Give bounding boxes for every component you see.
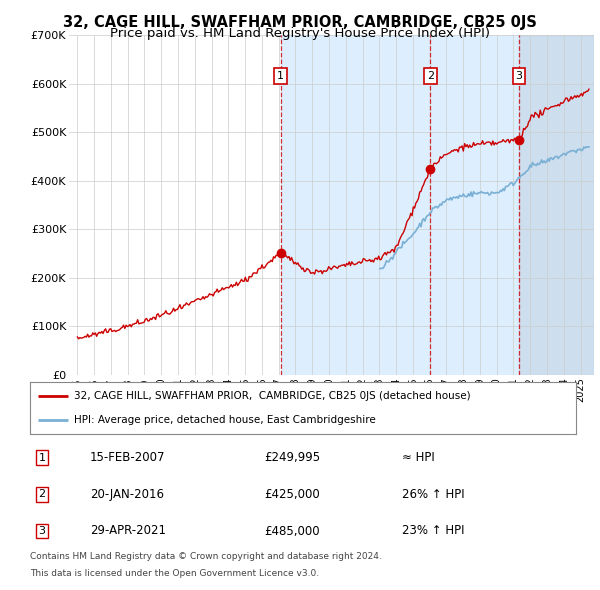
Text: 1: 1: [277, 71, 284, 81]
Text: 3: 3: [38, 526, 46, 536]
Text: 32, CAGE HILL, SWAFFHAM PRIOR, CAMBRIDGE, CB25 0JS: 32, CAGE HILL, SWAFFHAM PRIOR, CAMBRIDGE…: [63, 15, 537, 30]
Text: 2: 2: [38, 490, 46, 499]
Text: This data is licensed under the Open Government Licence v3.0.: This data is licensed under the Open Gov…: [30, 569, 319, 578]
Text: 15-FEB-2007: 15-FEB-2007: [90, 451, 166, 464]
Bar: [281, 35, 594, 375]
Text: £485,000: £485,000: [264, 525, 320, 537]
Text: ≈ HPI: ≈ HPI: [402, 451, 435, 464]
Text: 3: 3: [515, 71, 523, 81]
Text: 29-APR-2021: 29-APR-2021: [90, 525, 166, 537]
Text: Price paid vs. HM Land Registry's House Price Index (HPI): Price paid vs. HM Land Registry's House …: [110, 27, 490, 40]
Text: £249,995: £249,995: [264, 451, 320, 464]
Text: 23% ↑ HPI: 23% ↑ HPI: [402, 525, 464, 537]
Text: £425,000: £425,000: [264, 488, 320, 501]
Text: Contains HM Land Registry data © Crown copyright and database right 2024.: Contains HM Land Registry data © Crown c…: [30, 552, 382, 561]
Text: 32, CAGE HILL, SWAFFHAM PRIOR,  CAMBRIDGE, CB25 0JS (detached house): 32, CAGE HILL, SWAFFHAM PRIOR, CAMBRIDGE…: [74, 391, 470, 401]
Text: 20-JAN-2016: 20-JAN-2016: [90, 488, 164, 501]
Bar: [519, 35, 594, 375]
Text: HPI: Average price, detached house, East Cambridgeshire: HPI: Average price, detached house, East…: [74, 415, 376, 425]
Text: 26% ↑ HPI: 26% ↑ HPI: [402, 488, 464, 501]
Text: 2: 2: [427, 71, 434, 81]
Text: 1: 1: [38, 453, 46, 463]
